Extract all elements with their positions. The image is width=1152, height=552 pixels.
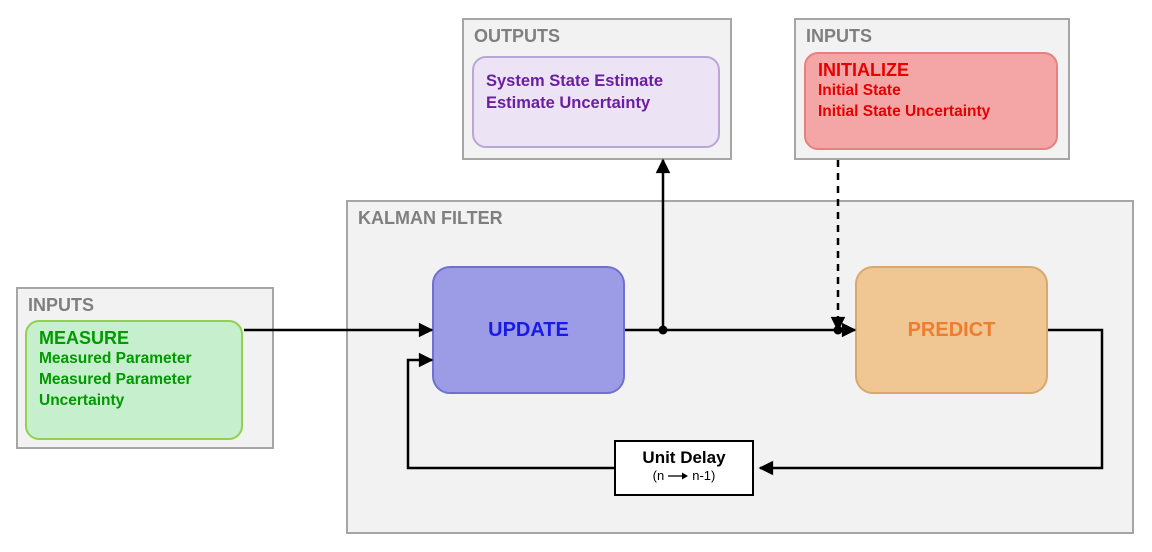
outputs-line-0: System State Estimate (486, 70, 706, 92)
initialize-title: INITIALIZE (818, 60, 1044, 81)
arrow-right-icon (668, 471, 688, 481)
inputs-left-title: INPUTS (18, 289, 272, 318)
outputs-line-1: Estimate Uncertainty (486, 92, 706, 114)
measure-line-0: Measured Parameter (39, 349, 229, 370)
unit-delay-box: Unit Delay (n n-1) (614, 440, 754, 496)
update-block: UPDATE (432, 266, 625, 394)
unit-delay-title: Unit Delay (634, 448, 734, 468)
measure-line-2: Uncertainty (39, 391, 229, 412)
unit-delay-sub: (n n-1) (634, 468, 734, 483)
predict-label: PREDICT (908, 319, 996, 342)
predict-block: PREDICT (855, 266, 1048, 394)
outputs-title: OUTPUTS (464, 20, 730, 49)
kalman-title: KALMAN FILTER (348, 202, 1132, 231)
outputs-box: System State Estimate Estimate Uncertain… (472, 56, 720, 148)
measure-box: MEASURE Measured Parameter Measured Para… (25, 320, 243, 440)
initialize-box: INITIALIZE Initial State Initial State U… (804, 52, 1058, 150)
unit-delay-sub-left: (n (653, 468, 665, 483)
inputs-top-title: INPUTS (796, 20, 1068, 49)
initialize-line-0: Initial State (818, 81, 1044, 102)
initialize-line-1: Initial State Uncertainty (818, 102, 1044, 123)
update-label: UPDATE (488, 319, 569, 342)
unit-delay-sub-right: n-1) (692, 468, 715, 483)
measure-title: MEASURE (39, 328, 229, 349)
measure-line-1: Measured Parameter (39, 370, 229, 391)
